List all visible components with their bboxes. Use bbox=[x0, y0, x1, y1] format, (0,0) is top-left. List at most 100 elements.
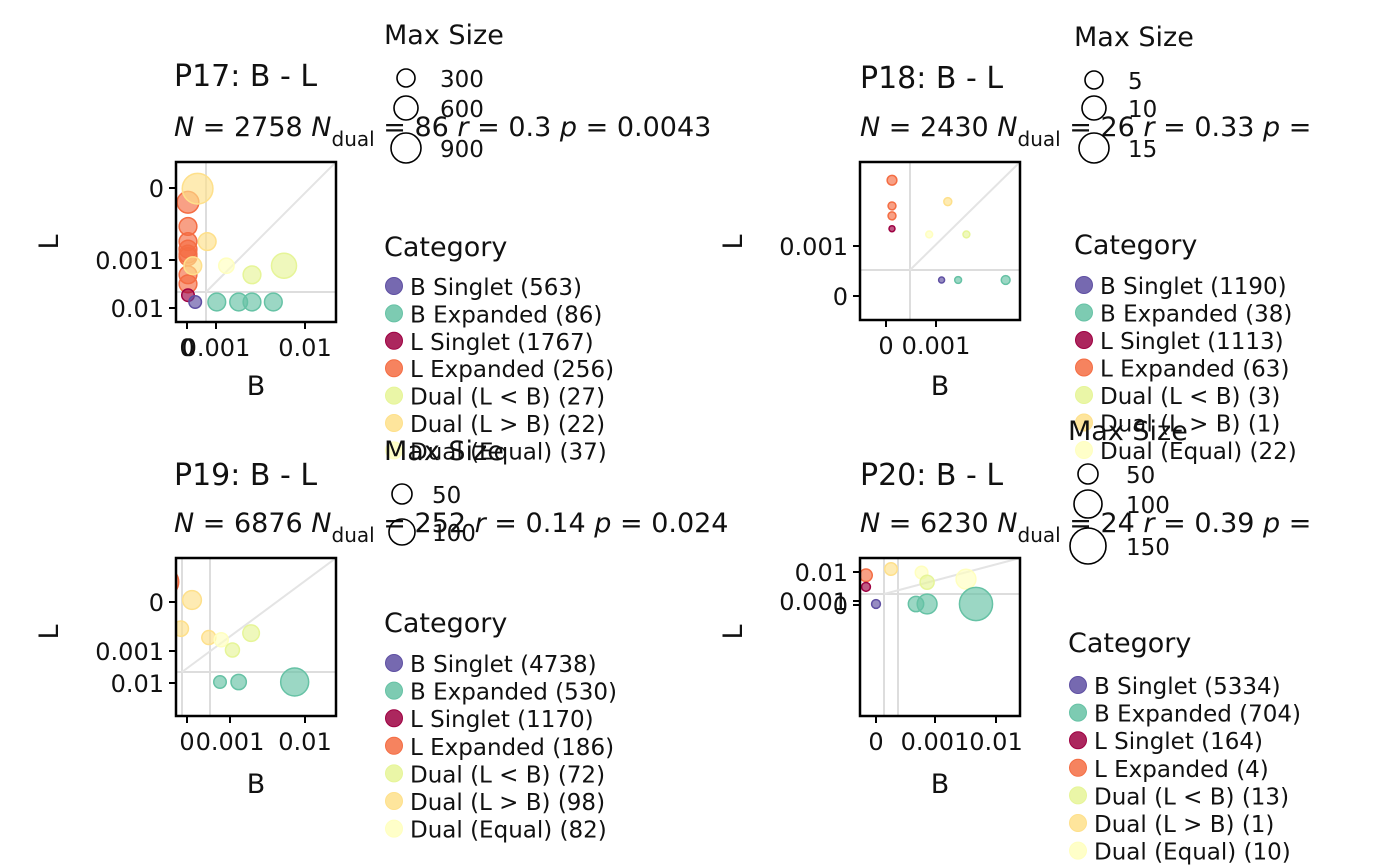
data-point bbox=[270, 252, 298, 280]
size-legend-title: Max Size bbox=[1074, 22, 1194, 53]
plot-frame bbox=[174, 556, 338, 718]
data-point bbox=[887, 211, 897, 221]
data-point bbox=[916, 593, 938, 615]
panel-4: P20: B - L N = 6230 Ndual = 24 r = 0.39 p… bbox=[718, 416, 1311, 866]
size-legend-label: 10 bbox=[1128, 97, 1157, 123]
category-legend-title: Category bbox=[1074, 230, 1197, 261]
y-tick-label: 0.001 bbox=[95, 638, 164, 666]
plot-frame bbox=[858, 556, 1022, 718]
data-point bbox=[860, 581, 872, 593]
y-tick-label: 0.001 bbox=[779, 588, 848, 616]
stat-ndual-symbol: N bbox=[303, 508, 332, 539]
stat-eq: = bbox=[611, 508, 642, 539]
size-legend-key bbox=[1081, 95, 1107, 121]
stat-ndual-symbol: N bbox=[303, 112, 332, 143]
data-point bbox=[188, 294, 203, 310]
x-tick-label: 0.001 bbox=[902, 332, 971, 360]
category-legend-label: L Singlet (1113) bbox=[1100, 329, 1284, 355]
data-point bbox=[919, 574, 935, 590]
stat-n-value: 2758 bbox=[234, 112, 303, 143]
category-legend-label: Dual (L > B) (1) bbox=[1100, 412, 1280, 438]
y-axis-label: L bbox=[718, 234, 749, 249]
stat-p-value: 0.0043 bbox=[617, 112, 711, 143]
category-legend-title: Category bbox=[384, 232, 507, 263]
data-point bbox=[212, 674, 228, 690]
stat-eq: = bbox=[1280, 112, 1311, 143]
stat-n-value: 6876 bbox=[234, 508, 303, 539]
plot-area bbox=[176, 558, 336, 716]
y-tick-label: 0.001 bbox=[95, 247, 164, 275]
stat-ndual-value: 252 bbox=[414, 508, 466, 539]
stat-ndual-value: 26 bbox=[1100, 112, 1134, 143]
category-legend-label: Dual (L < B) (13) bbox=[1094, 784, 1289, 810]
data-point bbox=[181, 589, 203, 611]
data-point bbox=[887, 201, 897, 211]
size-legend-label: 300 bbox=[440, 67, 484, 93]
category-legend-label: B Singlet (563) bbox=[410, 275, 582, 301]
panel-title: P18: B - L bbox=[860, 61, 1003, 96]
stat-n-symbol: N bbox=[860, 112, 880, 143]
stat-r-symbol: r bbox=[1135, 112, 1157, 143]
category-legend-key bbox=[385, 304, 403, 323]
stat-eq: = bbox=[486, 508, 526, 539]
x-tick-label: 0 bbox=[179, 728, 194, 756]
stat-ndual-symbol: N bbox=[989, 112, 1018, 143]
x-tick-label: 0 bbox=[868, 728, 883, 756]
category-legend-key bbox=[1069, 731, 1087, 750]
panel-3: P19: B - L N = 6876 Ndual = 252 r = 0.14 … bbox=[34, 436, 728, 844]
x-tick-label: 0 bbox=[179, 334, 194, 362]
category-legend-label: L Expanded (256) bbox=[410, 357, 614, 383]
size-legend-key bbox=[1084, 70, 1104, 90]
category-legend-label: Dual (Equal) (37) bbox=[410, 439, 607, 465]
stat-eq: = bbox=[194, 112, 234, 143]
y-tick-label: 0 bbox=[833, 592, 848, 620]
plot-frame bbox=[174, 160, 338, 324]
data-point bbox=[943, 196, 953, 207]
category-legend-label: Dual (L > B) (1) bbox=[1094, 812, 1274, 838]
stat-eq: = bbox=[1155, 508, 1195, 539]
y-tick-label: 0 bbox=[149, 175, 164, 203]
size-legend-title: Max Size bbox=[384, 20, 504, 51]
category-legend-key bbox=[385, 277, 403, 295]
plot-area bbox=[176, 162, 336, 322]
size-legend-key bbox=[1077, 463, 1099, 485]
data-point bbox=[953, 275, 963, 285]
x-axis-label: B bbox=[247, 769, 266, 800]
size-legend: Max Size 50 100 150 bbox=[1068, 416, 1188, 565]
category-legend-key bbox=[385, 709, 403, 728]
category-legend-key bbox=[1069, 758, 1087, 777]
size-legend-key bbox=[388, 518, 416, 546]
category-legend-label: L Singlet (1170) bbox=[410, 707, 594, 733]
data-point bbox=[263, 292, 283, 312]
panel-title: P17: B - L bbox=[174, 59, 317, 94]
category-legend-key bbox=[1075, 276, 1093, 294]
category-legend-key bbox=[385, 654, 403, 672]
stat-p-symbol: p bbox=[1254, 112, 1280, 143]
y-tick-label: 0.01 bbox=[111, 295, 164, 323]
stat-eq: = bbox=[577, 112, 608, 143]
category-legend-label: B Singlet (5334) bbox=[1094, 674, 1281, 700]
stat-eq: = bbox=[880, 508, 920, 539]
category-legend-title: Category bbox=[384, 608, 507, 639]
stat-ndual-subscript: dual bbox=[1018, 127, 1061, 151]
size-legend-label: 15 bbox=[1128, 137, 1157, 163]
diagonal-line bbox=[181, 558, 336, 673]
size-legend-label: 50 bbox=[432, 483, 461, 509]
size-legend-title: Max Size bbox=[1068, 416, 1188, 447]
category-legend-key bbox=[1075, 441, 1093, 459]
size-legend-label: 900 bbox=[440, 137, 484, 163]
panel-1: P17: B - L N = 2758 Ndual = 86 r = 0.3 p … bbox=[34, 20, 711, 465]
category-legend-label: L Expanded (4) bbox=[1094, 757, 1269, 783]
category-legend-key bbox=[385, 359, 403, 378]
y-tick-label: 0.01 bbox=[795, 559, 848, 587]
panel-stats: N = 6230 Ndual = 24 r = 0.39 p = bbox=[860, 508, 1311, 547]
category-legend-key bbox=[385, 792, 403, 810]
data-point bbox=[925, 230, 934, 239]
stat-ndual-value: 86 bbox=[414, 112, 448, 143]
category-legend-key bbox=[1075, 358, 1093, 377]
data-point bbox=[883, 561, 899, 577]
data-point bbox=[860, 568, 874, 583]
stat-r-value: 0.3 bbox=[508, 112, 551, 143]
size-legend-key bbox=[396, 68, 416, 88]
